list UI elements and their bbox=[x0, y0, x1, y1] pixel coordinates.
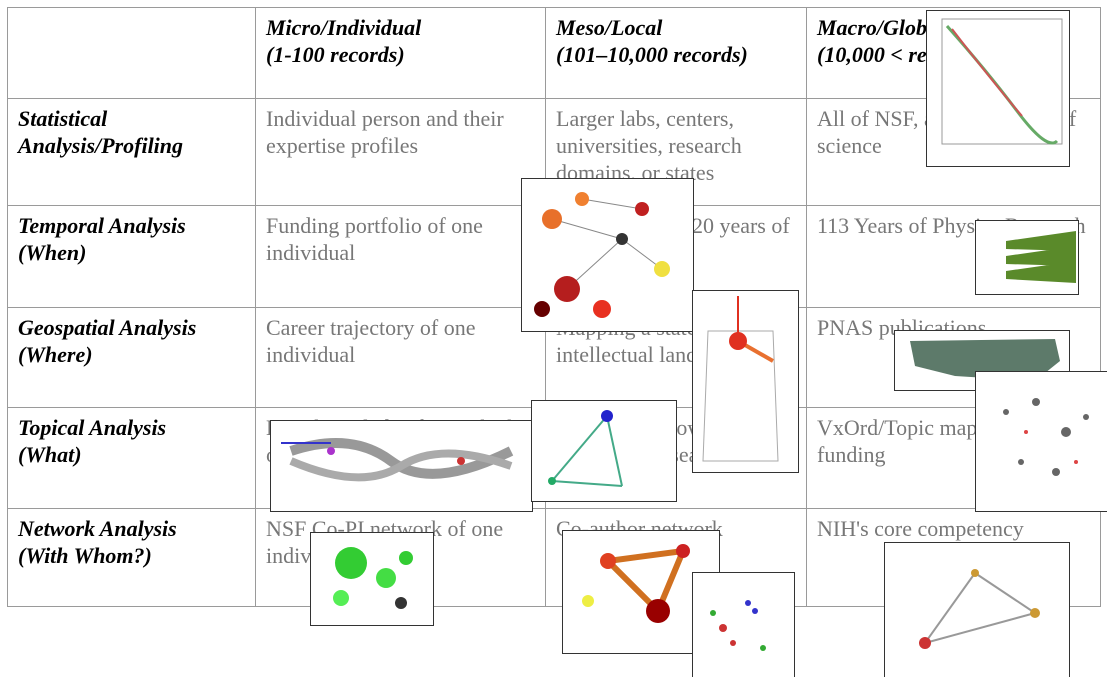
thumbnail bbox=[310, 532, 434, 626]
thumbnail bbox=[975, 220, 1079, 295]
row-header: Temporal Analysis(When) bbox=[8, 206, 256, 308]
row-label-line: Geospatial Analysis bbox=[18, 315, 196, 340]
thumb-cluster bbox=[693, 573, 794, 677]
thumb-area bbox=[976, 221, 1078, 294]
thumb-map bbox=[693, 291, 798, 472]
row-label-line: Statistical bbox=[18, 106, 107, 131]
row-label-line: (With Whom?) bbox=[18, 543, 152, 568]
row-label-line: Topical Analysis bbox=[18, 415, 166, 440]
table-cell: Funding portfolio of one individual bbox=[256, 206, 546, 308]
column-header: Micro/Individual(1-100 records) bbox=[256, 8, 546, 99]
thumbnail bbox=[975, 371, 1107, 512]
thumb-scatter bbox=[976, 372, 1107, 511]
table-cell: Career trajectory of one individual bbox=[256, 308, 546, 408]
row-label-line: Temporal Analysis bbox=[18, 213, 186, 238]
row-label-line: (Where) bbox=[18, 342, 93, 367]
thumbnail bbox=[521, 178, 694, 332]
row-label-line: (What) bbox=[18, 442, 82, 467]
column-title: Micro/Individual bbox=[266, 15, 421, 40]
column-header: Meso/Local(101–10,000 records) bbox=[546, 8, 807, 99]
row-label-line: Analysis/Profiling bbox=[18, 133, 183, 158]
thumb-network bbox=[522, 179, 693, 331]
row-label-line: (When) bbox=[18, 240, 86, 265]
table-cell: Individual person and their expertise pr… bbox=[256, 99, 546, 206]
row-header: Topical Analysis(What) bbox=[8, 408, 256, 509]
thumb-topic-map bbox=[271, 421, 532, 511]
thumbnail bbox=[270, 420, 533, 512]
thumbnail bbox=[692, 572, 795, 677]
row-label-line: Network Analysis bbox=[18, 516, 177, 541]
column-subtitle: (1-100 records) bbox=[266, 42, 405, 67]
column-title: Meso/Local bbox=[556, 15, 662, 40]
thumb-flow bbox=[532, 401, 676, 501]
header-corner bbox=[8, 8, 256, 99]
page: Micro/Individual(1-100 records) Meso/Loc… bbox=[0, 0, 1107, 677]
row-header: Network Analysis(With Whom?) bbox=[8, 509, 256, 607]
thumbnail bbox=[692, 290, 799, 473]
thumb-bubbles bbox=[311, 533, 433, 625]
row-header: Geospatial Analysis(Where) bbox=[8, 308, 256, 408]
thumbnail bbox=[531, 400, 677, 502]
thumbnail bbox=[884, 542, 1070, 677]
thumb-competency bbox=[885, 543, 1069, 677]
column-subtitle: (101–10,000 records) bbox=[556, 42, 748, 67]
thumb-plot bbox=[927, 11, 1069, 166]
thumbnail bbox=[926, 10, 1070, 167]
